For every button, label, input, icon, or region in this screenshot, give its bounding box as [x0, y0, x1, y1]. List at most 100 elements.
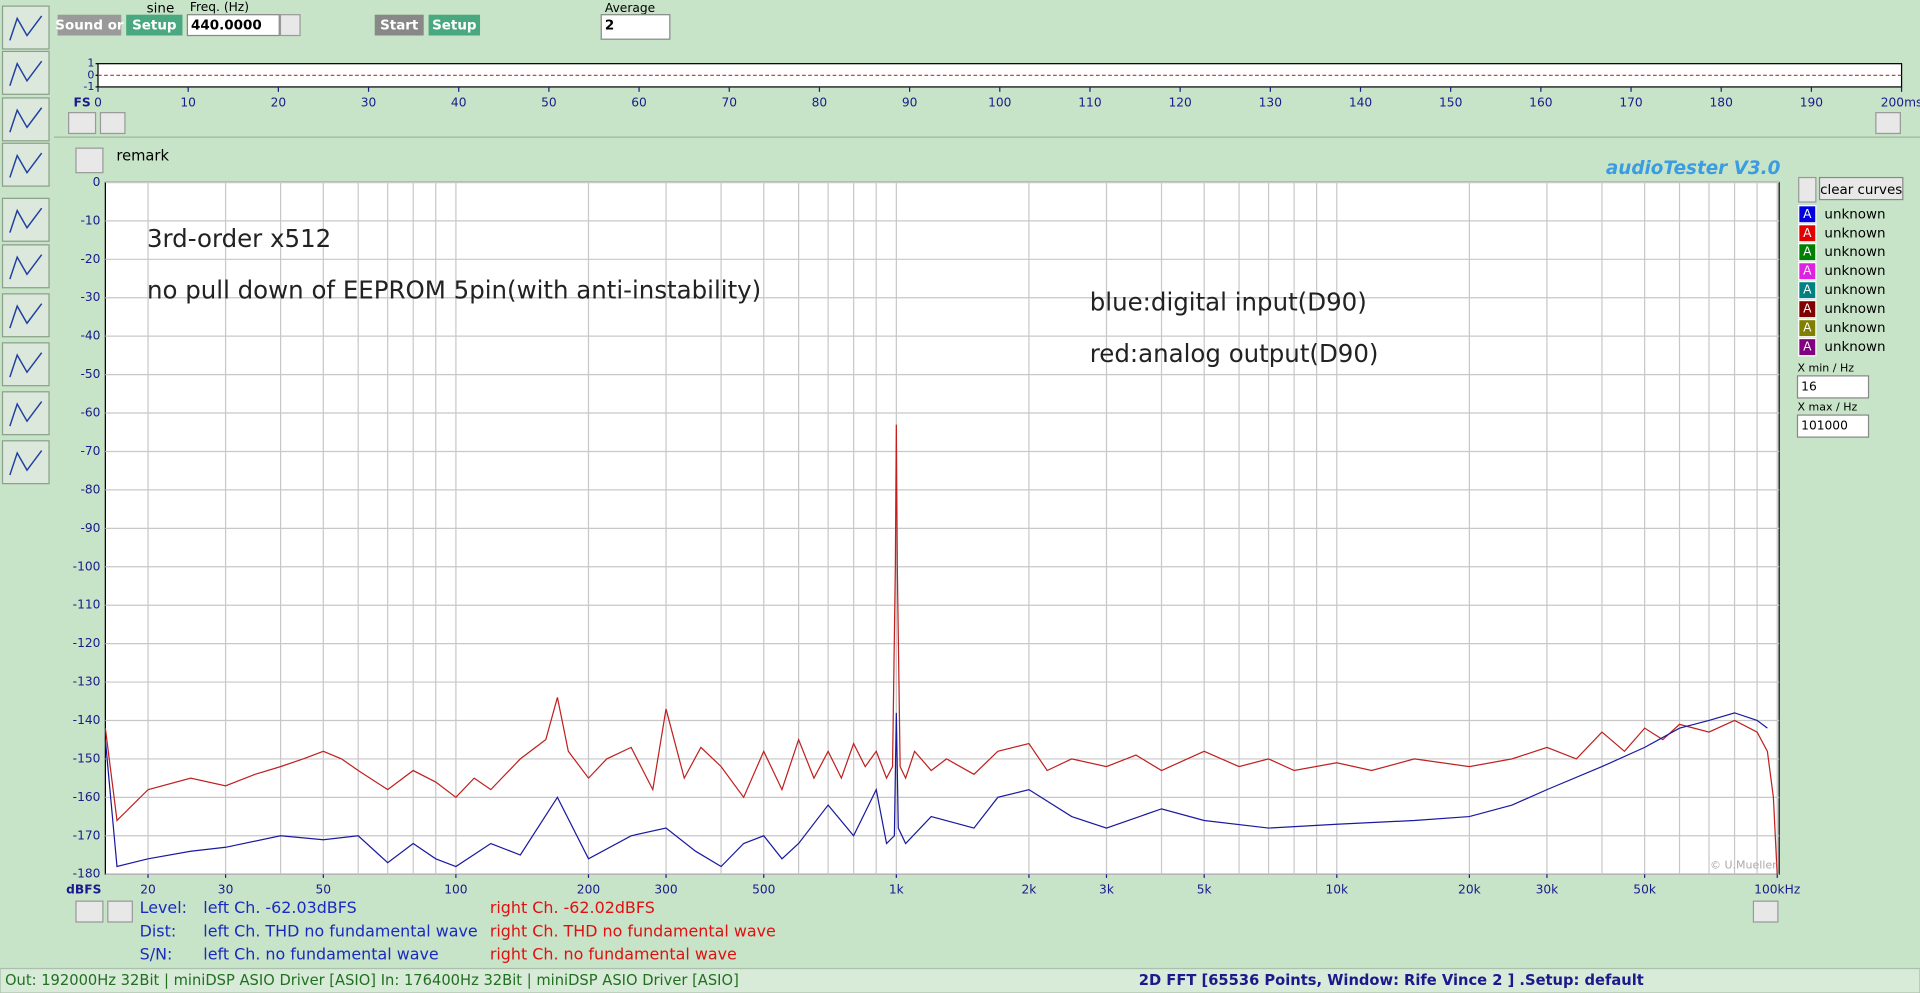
- curve-label: unknown: [1824, 226, 1885, 241]
- scroll-button[interactable]: [107, 900, 133, 923]
- setup-button-label[interactable]: Setup: [132, 19, 177, 34]
- scroll-button[interactable]: [99, 112, 126, 135]
- x-tick-label: 170: [1619, 95, 1642, 109]
- spectrum-trace: [104, 712, 1768, 868]
- x-tick-label: 200: [577, 883, 600, 897]
- start-button-label[interactable]: Start: [380, 19, 419, 34]
- clear-button[interactable]: [1818, 176, 1904, 201]
- clear-button-label[interactable]: clear curves: [1820, 183, 1902, 198]
- average-input[interactable]: [600, 14, 671, 40]
- average-label: Average: [605, 1, 655, 15]
- y-tick-label: -120: [73, 636, 101, 650]
- x-tick-label: 110: [1078, 95, 1101, 109]
- curve-swatch[interactable]: [1798, 224, 1817, 243]
- readout-right: right Ch. -62.02dBFS: [490, 898, 655, 917]
- tool-icon: [9, 254, 43, 280]
- y-tick-label: -150: [73, 751, 101, 765]
- freq-spinner[interactable]: [279, 14, 301, 37]
- x-tick-label: 5k: [1197, 883, 1213, 897]
- tool-button[interactable]: [1, 197, 50, 242]
- xmin-input[interactable]: [1796, 375, 1870, 399]
- x-tick-label: 50: [316, 883, 332, 897]
- readout-label: Level:: [140, 898, 187, 917]
- setup-button[interactable]: [126, 14, 183, 36]
- curve-swatch[interactable]: [1798, 337, 1817, 357]
- curve-letter: A: [1803, 283, 1812, 297]
- freq-value[interactable]: 440.0000: [191, 19, 262, 34]
- curve-swatch[interactable]: [1798, 205, 1817, 224]
- y-tick-label: -20: [80, 252, 100, 266]
- x-tick-label: 100kHz: [1754, 883, 1800, 897]
- x-tick-label: 130: [1259, 95, 1282, 109]
- x-tick-label: 1k: [889, 883, 905, 897]
- x-tick-label: 30: [361, 95, 377, 109]
- tool-button[interactable]: [1, 142, 50, 187]
- curve-letter: A: [1803, 207, 1812, 221]
- x-tick-label: 3k: [1099, 883, 1115, 897]
- curve-letter: A: [1803, 302, 1812, 316]
- remark-spinner[interactable]: [75, 147, 104, 174]
- x-tick-label: 140: [1349, 95, 1372, 109]
- tool-button[interactable]: [1, 391, 50, 436]
- curve-label: unknown: [1824, 302, 1885, 317]
- curve-letter: A: [1803, 264, 1812, 278]
- freq-input[interactable]: [186, 14, 280, 37]
- tool-icon: [9, 450, 43, 476]
- tool-button[interactable]: [1, 244, 50, 289]
- y-tick-label: 0: [87, 68, 94, 81]
- x-tick-label: 500: [752, 883, 775, 897]
- sound-button-label[interactable]: Sound or: [55, 19, 124, 34]
- spectrum-trace: [104, 424, 1778, 875]
- x-tick-label: 20: [271, 95, 287, 109]
- x-tick-label: 2k: [1021, 883, 1037, 897]
- tool-button[interactable]: [1, 5, 50, 50]
- scroll-spinner[interactable]: [68, 112, 97, 135]
- xmin-label: X min / Hz: [1797, 362, 1854, 375]
- y-tick-label: 1: [87, 57, 94, 70]
- curve-swatch[interactable]: [1798, 318, 1817, 338]
- tool-button[interactable]: [1, 440, 50, 485]
- x-tick-label: 180: [1710, 95, 1733, 109]
- y-tick-label: -10: [80, 213, 100, 227]
- curve-swatch[interactable]: [1798, 281, 1817, 300]
- scroll-button[interactable]: [1752, 900, 1779, 923]
- scroll-spinner[interactable]: [75, 900, 104, 923]
- setup-button-label[interactable]: Setup: [432, 19, 477, 34]
- curve-label: unknown: [1824, 207, 1885, 222]
- x-tick-label: 120: [1168, 95, 1191, 109]
- tool-icon: [9, 401, 43, 427]
- curve-swatch[interactable]: [1798, 299, 1817, 319]
- tool-icon: [9, 152, 43, 178]
- readout-label: S/N:: [140, 945, 173, 964]
- x-tick-label: 30: [218, 883, 234, 897]
- scroll-button[interactable]: [1875, 112, 1901, 135]
- x-tick-label: 100: [444, 883, 467, 897]
- y-tick-label: -160: [73, 790, 101, 804]
- x-tick-label: 80: [812, 95, 828, 109]
- tool-button[interactable]: [1, 342, 50, 387]
- curve-label: unknown: [1824, 245, 1885, 260]
- tool-icon: [9, 303, 43, 329]
- tool-button[interactable]: [1, 97, 50, 142]
- curve-label: unknown: [1824, 283, 1885, 298]
- x-tick-label: 20: [140, 883, 156, 897]
- setup-button[interactable]: [428, 14, 481, 36]
- curve-swatch[interactable]: [1798, 262, 1817, 281]
- tool-button[interactable]: [1, 50, 50, 95]
- x-tick-label: 300: [654, 883, 677, 897]
- curve-letter: A: [1803, 245, 1812, 259]
- status-left: Out: 192000Hz 32Bit | miniDSP ASIO Drive…: [5, 972, 739, 989]
- annotation: no pull down of EEPROM 5pin(with anti-in…: [147, 275, 761, 304]
- start-button[interactable]: [374, 14, 424, 36]
- y-tick-label: -110: [73, 598, 101, 612]
- y-tick-label: -1: [83, 80, 94, 93]
- x-tick-label: 0: [94, 95, 102, 109]
- x-tick-label: 100: [988, 95, 1011, 109]
- tool-button[interactable]: [1, 293, 50, 338]
- xmax-input[interactable]: [1796, 414, 1870, 438]
- curve-swatch[interactable]: [1798, 243, 1817, 262]
- sound-button[interactable]: [57, 14, 122, 36]
- scroll-spinner[interactable]: [1798, 176, 1817, 203]
- x-tick-label: 70: [721, 95, 737, 109]
